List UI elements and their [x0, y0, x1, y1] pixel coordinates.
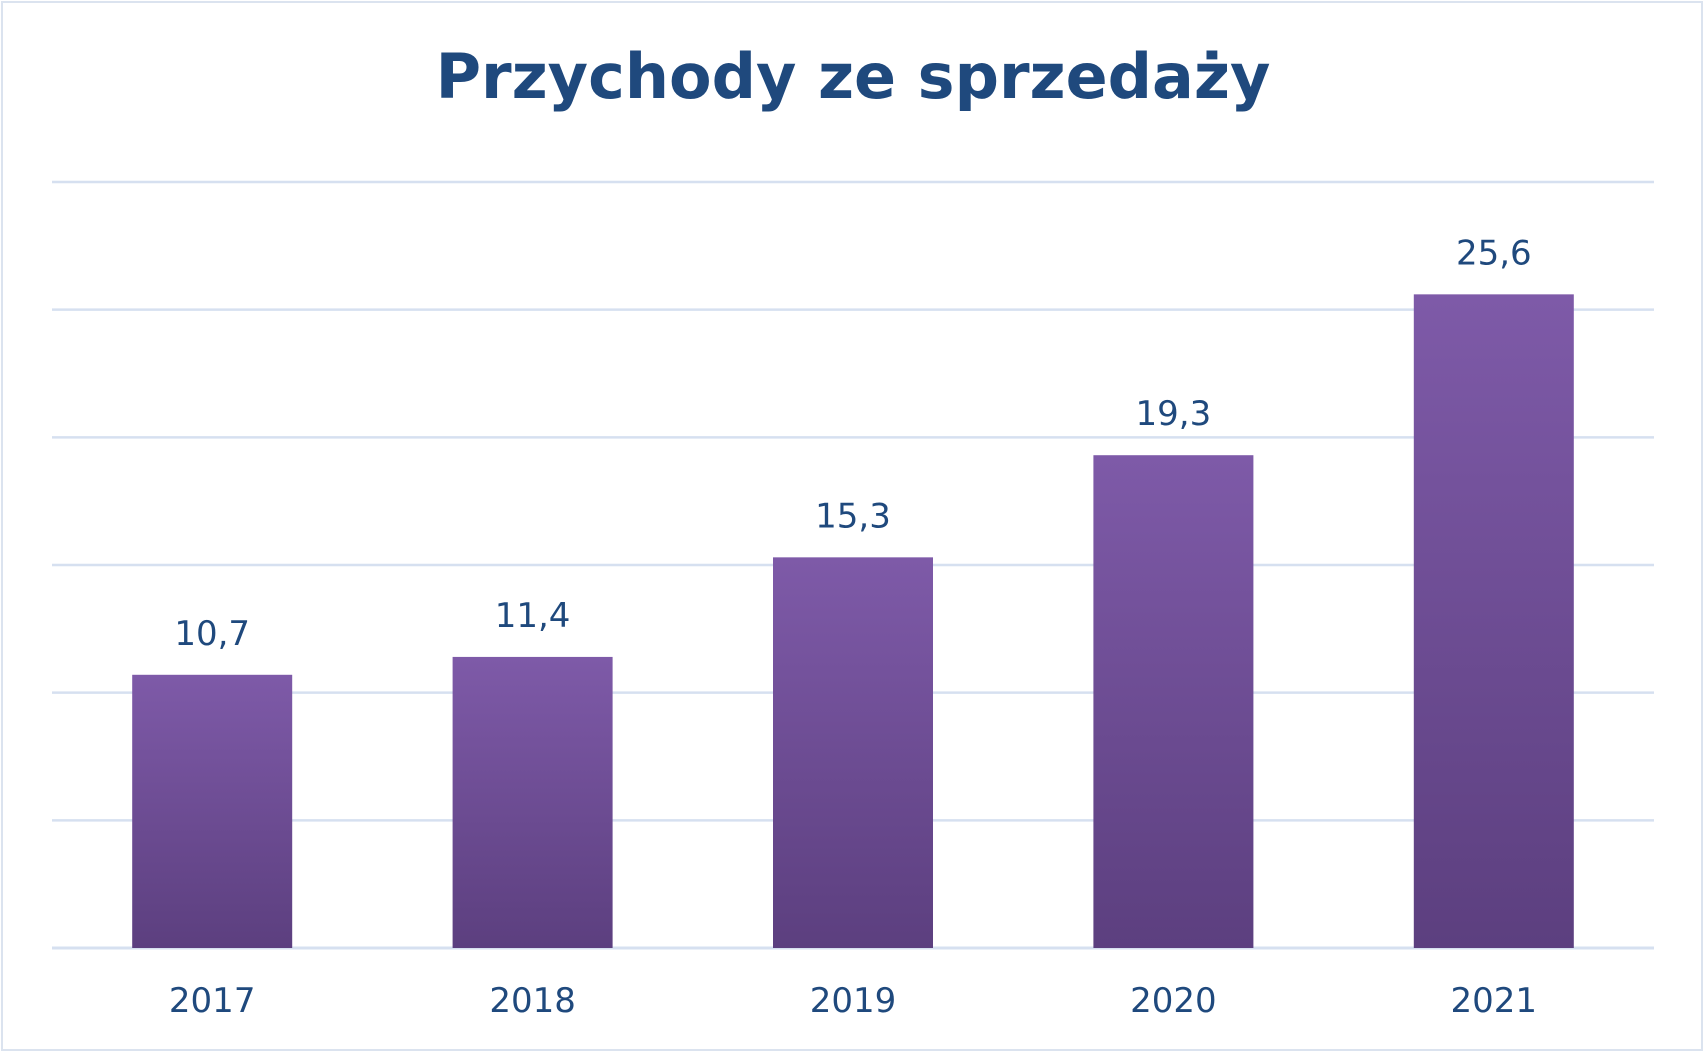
- bars: [132, 294, 1574, 948]
- data-label-2019: 15,3: [815, 496, 891, 536]
- data-label-2018: 11,4: [495, 596, 571, 636]
- bar-2018: [452, 656, 613, 948]
- labels: 10,7 2017 11,4 2018 15,3 2019 19,3 2020 25,6 2021: [169, 233, 1537, 1021]
- x-tick-label-2017: 2017: [169, 981, 256, 1021]
- bar-2021: [1413, 294, 1574, 948]
- bar-2020: [1093, 455, 1254, 948]
- bar-2017: [132, 674, 293, 948]
- x-tick-label-2021: 2021: [1451, 981, 1538, 1021]
- x-tick-label-2018: 2018: [489, 981, 576, 1021]
- x-tick-label-2020: 2020: [1130, 981, 1217, 1021]
- x-tick-label-2019: 2019: [810, 981, 897, 1021]
- data-label-2020: 19,3: [1136, 394, 1212, 434]
- data-label-2021: 25,6: [1456, 233, 1532, 273]
- bar-2019: [773, 557, 933, 948]
- chart-title: Przychody ze sprzedaży: [435, 40, 1271, 113]
- data-label-2017: 10,7: [174, 614, 250, 654]
